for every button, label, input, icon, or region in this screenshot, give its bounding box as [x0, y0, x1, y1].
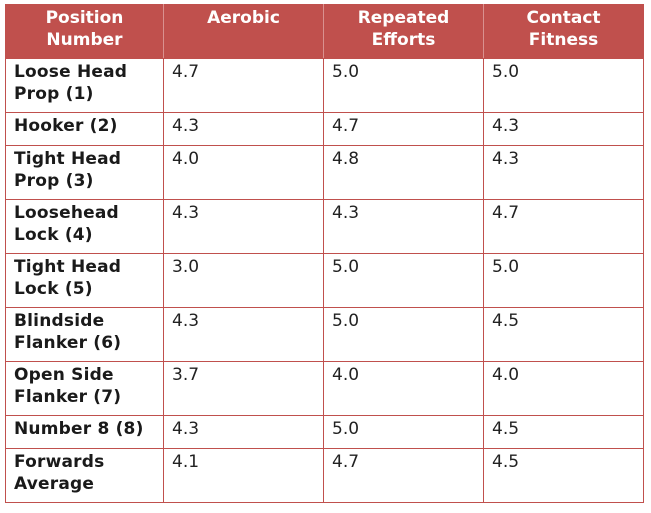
table-row: Loose Head Prop (1) 4.7 5.0 5.0	[5, 58, 644, 113]
position-cell: Blindside Flanker (6)	[5, 307, 164, 362]
header-position-number: Position Number	[5, 4, 164, 59]
repeated-efforts-cell: 5.0	[323, 253, 484, 308]
contact-fitness-cell: 4.5	[483, 307, 644, 362]
contact-fitness-cell: 4.3	[483, 112, 644, 146]
position-cell: Loose Head Prop (1)	[5, 58, 164, 113]
header-line: Efforts	[371, 30, 436, 50]
aerobic-cell: 3.7	[163, 361, 324, 416]
repeated-efforts-cell: 4.7	[323, 112, 484, 146]
position-fitness-table: Position Number Aerobic Repeated Efforts…	[5, 4, 644, 503]
position-line: Loose Head	[14, 62, 128, 82]
position-line: Open Side	[14, 365, 114, 385]
aerobic-cell: 4.3	[163, 415, 324, 449]
repeated-efforts-cell: 4.0	[323, 361, 484, 416]
position-line: Tight Head	[14, 149, 122, 169]
header-row: Position Number Aerobic Repeated Efforts…	[5, 4, 644, 59]
position-cell: Tight Head Lock (5)	[5, 253, 164, 308]
position-cell: Loosehead Lock (4)	[5, 199, 164, 254]
aerobic-cell: 4.1	[163, 448, 324, 503]
header-line: Repeated	[357, 8, 450, 28]
header-line: Fitness	[528, 30, 599, 50]
position-cell: Forwards Average	[5, 448, 164, 503]
position-cell: Hooker (2)	[5, 112, 164, 146]
position-line: Average	[14, 474, 95, 494]
position-line: Lock (5)	[14, 279, 93, 299]
contact-fitness-cell: 4.7	[483, 199, 644, 254]
position-line: Tight Head	[14, 257, 122, 277]
contact-fitness-cell: 4.0	[483, 361, 644, 416]
position-line: Prop (1)	[14, 84, 94, 104]
contact-fitness-cell: 4.3	[483, 145, 644, 200]
contact-fitness-cell: 4.5	[483, 448, 644, 503]
aerobic-cell: 4.3	[163, 307, 324, 362]
table-row: Loosehead Lock (4) 4.3 4.3 4.7	[5, 199, 644, 254]
aerobic-cell: 3.0	[163, 253, 324, 308]
table-body: Loose Head Prop (1) 4.7 5.0 5.0 Hooker (…	[5, 58, 644, 503]
table-row: Tight Head Prop (3) 4.0 4.8 4.3	[5, 145, 644, 200]
aerobic-cell: 4.7	[163, 58, 324, 113]
position-cell: Open Side Flanker (7)	[5, 361, 164, 416]
header-repeated-efforts: Repeated Efforts	[323, 4, 484, 59]
aerobic-cell: 4.3	[163, 199, 324, 254]
table-row: Number 8 (8) 4.3 5.0 4.5	[5, 415, 644, 449]
position-line: Forwards	[14, 452, 105, 472]
repeated-efforts-cell: 4.3	[323, 199, 484, 254]
contact-fitness-cell: 4.5	[483, 415, 644, 449]
contact-fitness-cell: 5.0	[483, 253, 644, 308]
repeated-efforts-cell: 4.8	[323, 145, 484, 200]
table-row: Forwards Average 4.1 4.7 4.5	[5, 448, 644, 503]
table-header: Position Number Aerobic Repeated Efforts…	[5, 4, 644, 59]
table-row: Hooker (2) 4.3 4.7 4.3	[5, 112, 644, 146]
position-cell: Tight Head Prop (3)	[5, 145, 164, 200]
position-line: Loosehead	[14, 203, 119, 223]
header-line: Contact	[526, 8, 601, 28]
aerobic-cell: 4.3	[163, 112, 324, 146]
table-row: Blindside Flanker (6) 4.3 5.0 4.5	[5, 307, 644, 362]
aerobic-cell: 4.0	[163, 145, 324, 200]
position-line: Flanker (7)	[14, 387, 122, 407]
position-line: Lock (4)	[14, 225, 93, 245]
position-cell: Number 8 (8)	[5, 415, 164, 449]
fitness-table-container: Position Number Aerobic Repeated Efforts…	[5, 4, 644, 503]
header-line: Number	[46, 30, 123, 50]
table-row: Open Side Flanker (7) 3.7 4.0 4.0	[5, 361, 644, 416]
header-aerobic: Aerobic	[163, 4, 324, 59]
position-line: Flanker (6)	[14, 333, 122, 353]
repeated-efforts-cell: 5.0	[323, 307, 484, 362]
contact-fitness-cell: 5.0	[483, 58, 644, 113]
position-line: Prop (3)	[14, 171, 94, 191]
header-line: Position	[45, 8, 124, 28]
repeated-efforts-cell: 4.7	[323, 448, 484, 503]
repeated-efforts-cell: 5.0	[323, 415, 484, 449]
header-line: Aerobic	[207, 8, 280, 28]
table-row: Tight Head Lock (5) 3.0 5.0 5.0	[5, 253, 644, 308]
position-line: Blindside	[14, 311, 105, 331]
header-contact-fitness: Contact Fitness	[483, 4, 644, 59]
repeated-efforts-cell: 5.0	[323, 58, 484, 113]
